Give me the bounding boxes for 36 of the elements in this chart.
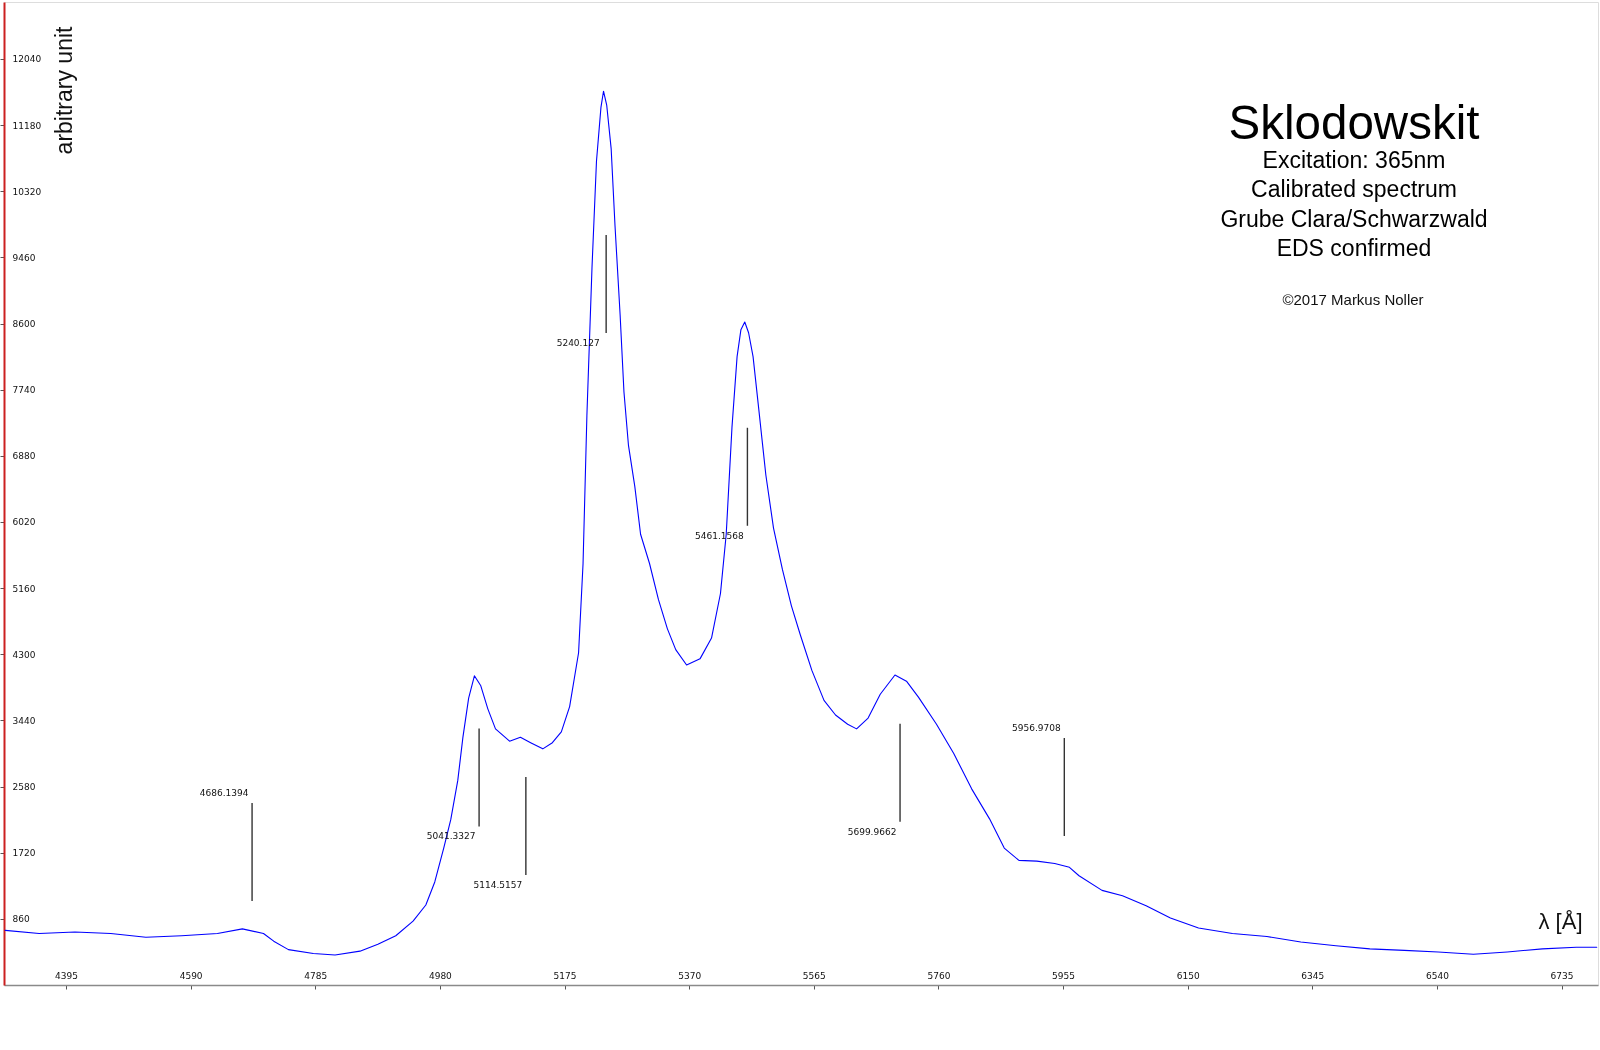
x-tick-label: 4395: [55, 970, 78, 981]
x-tick-label: 4980: [428, 970, 453, 981]
x-tick-label: 6345: [1301, 970, 1325, 981]
x-tick-label: 5955: [1052, 970, 1075, 981]
y-tick-label: 6020: [12, 517, 36, 528]
y-tick-label: 11180: [12, 120, 42, 131]
ref-line-label: 5699.9662: [847, 826, 897, 837]
x-axis-title: λ [Å]: [1538, 908, 1583, 934]
x-tick-label: 6150: [1176, 970, 1200, 981]
y-tick-label: 2580: [12, 782, 36, 793]
y-tick-label: 8600: [12, 319, 36, 330]
y-tick-label: 10320: [12, 186, 42, 197]
y-tick-label: 9460: [12, 252, 36, 263]
y-tick-label: 860: [12, 914, 30, 925]
ref-line-label: 5114.5157: [473, 879, 523, 890]
x-tick-label: 4785: [304, 970, 328, 981]
y-tick-label: 7740: [12, 385, 36, 396]
x-tick-label: 5370: [678, 970, 702, 981]
x-tick-label: 6540: [1425, 970, 1450, 981]
x-tick-label: 5760: [927, 970, 951, 981]
ref-line-label: 5956.9708: [1011, 722, 1061, 733]
x-tick-label: 4590: [179, 970, 203, 981]
ref-line-label: 4686.1394: [199, 787, 249, 798]
x-tick-label: 6735: [1550, 970, 1574, 981]
x-tick-label: 5565: [802, 970, 826, 981]
text: Excitation: 365nm Calibrated spectrum Grube Clara/Schwarzwald EDS confirmed: [1220, 146, 1488, 261]
y-tick-label: 3440: [12, 715, 36, 726]
y-tick-label: 1720: [12, 848, 36, 859]
y-tick-label: 5160: [12, 583, 36, 594]
text: Sklodowskit: [1228, 96, 1480, 149]
y-tick-label: 6880: [12, 451, 36, 462]
y-tick-label: 12040: [12, 54, 42, 65]
x-tick-label: 5175: [553, 970, 577, 981]
y-tick-label: 4300: [12, 649, 36, 660]
annotation: ©2017 Markus Noller: [1282, 291, 1424, 308]
y-axis-title: arbitrary unit: [50, 25, 77, 155]
